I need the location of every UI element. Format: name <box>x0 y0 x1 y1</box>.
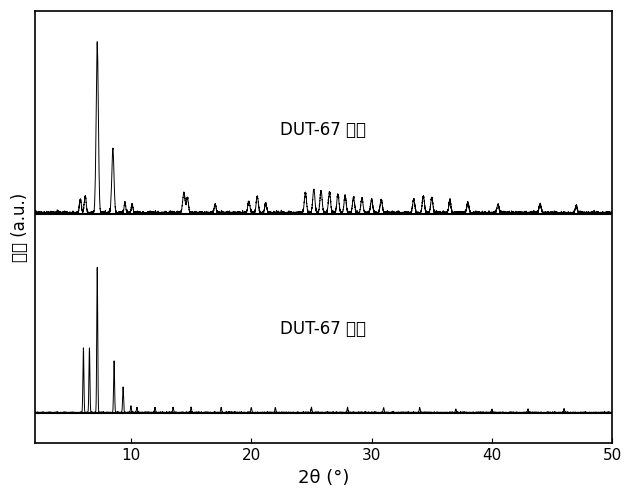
Text: DUT-67 模拟: DUT-67 模拟 <box>280 320 367 338</box>
Y-axis label: 强度 (a.u.): 强度 (a.u.) <box>11 193 29 262</box>
Text: DUT-67 实验: DUT-67 实验 <box>280 121 367 139</box>
X-axis label: 2θ (°): 2θ (°) <box>298 469 349 487</box>
